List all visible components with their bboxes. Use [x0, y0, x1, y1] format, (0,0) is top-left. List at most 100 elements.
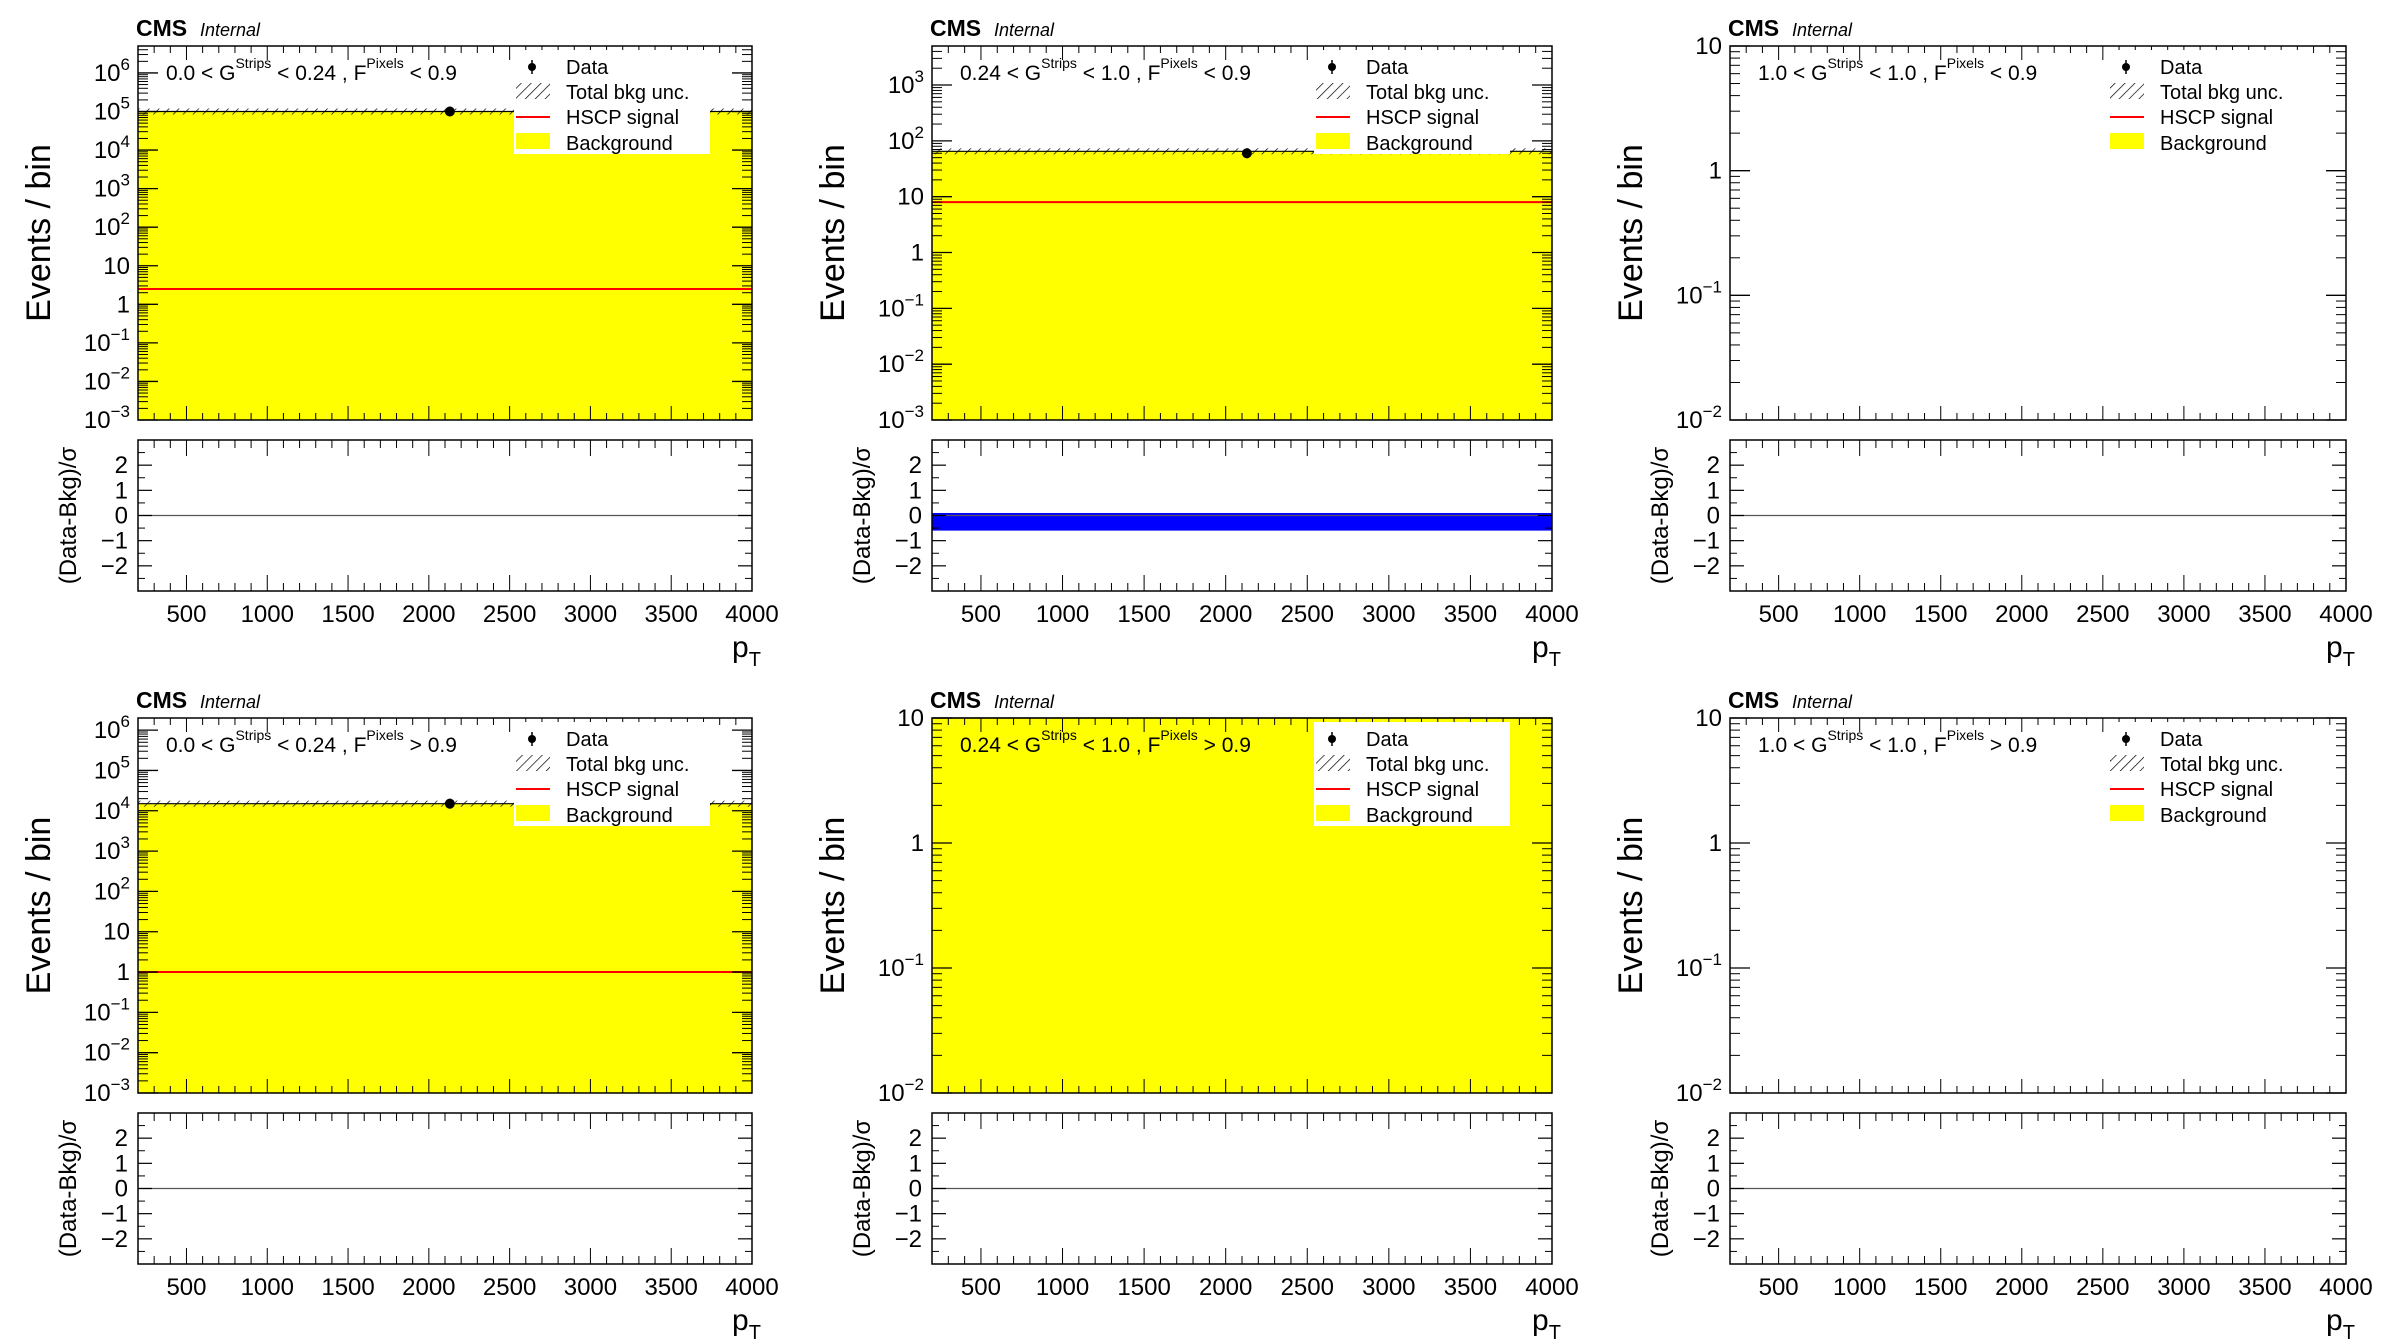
x-tick-label: 1000: [241, 1274, 294, 1301]
ratio-y-tick-label: 2: [115, 1125, 128, 1152]
x-tick-label: 1500: [321, 601, 374, 628]
region-label: 0.0 < GStrips < 0.24 , FPixels < 0.9: [166, 55, 457, 85]
y-tick-label: 10−3: [84, 1075, 130, 1107]
legend-unc-swatch: [2110, 83, 2144, 99]
y-tick-label: 10−2: [84, 1035, 130, 1067]
ratio-y-tick-label: 0: [909, 503, 922, 530]
y-tick-label: 104: [94, 132, 130, 164]
legend-unc-label: Total bkg unc.: [566, 754, 689, 776]
y-axis-label: Events / bin: [1612, 817, 1650, 995]
x-tick-label: 4000: [2319, 601, 2372, 628]
y-tick-label: 103: [94, 171, 130, 203]
x-tick-label: 3000: [2157, 601, 2210, 628]
x-tick-label: 500: [1759, 1274, 1799, 1301]
legend-unc-label: Total bkg unc.: [1366, 82, 1489, 104]
x-tick-label: 3000: [1362, 1274, 1415, 1301]
data-point: [444, 798, 455, 809]
ratio-y-tick-label: 1: [1707, 1150, 1720, 1177]
legend-bkg-label: Background: [1366, 133, 1473, 155]
ratio-y-tick-label: 2: [1707, 1125, 1720, 1152]
y-axis-label: Events / bin: [1612, 144, 1650, 322]
x-tick-label: 2000: [402, 601, 455, 628]
x-tick-label: 3500: [645, 601, 698, 628]
legend-signal-label: HSCP signal: [566, 107, 679, 129]
legend-bkg-swatch: [2110, 805, 2144, 821]
y-tick-label: 10−1: [84, 325, 130, 357]
y-tick-label: 10: [103, 919, 130, 946]
ratio-y-tick-label: 1: [115, 477, 128, 504]
x-tick-label: 4000: [725, 601, 778, 628]
x-tick-label: 3500: [1444, 601, 1497, 628]
background-bar: [138, 803, 752, 1093]
y-tick-label: 10−3: [84, 402, 130, 434]
ratio-y-tick-label: −1: [1693, 528, 1720, 555]
legend-unc-label: Total bkg unc.: [566, 82, 689, 104]
y-tick-label: 10−2: [1676, 402, 1722, 434]
y-tick-label: 105: [94, 94, 130, 126]
region-label: 1.0 < GStrips < 1.0 , FPixels < 0.9: [1758, 55, 2037, 85]
x-tick-label: 3500: [2238, 1274, 2291, 1301]
x-tick-label: 1500: [1117, 1274, 1170, 1301]
cms-internal-label: Internal: [200, 20, 261, 40]
y-tick-label: 1: [1709, 830, 1722, 857]
x-tick-label: 2500: [2076, 601, 2129, 628]
x-tick-label: 2000: [1995, 1274, 2048, 1301]
ratio-y-tick-label: 0: [909, 1176, 922, 1203]
legend-unc-label: Total bkg unc.: [2160, 82, 2283, 104]
x-tick-label: 3000: [2157, 1274, 2210, 1301]
cms-label: CMS: [136, 15, 187, 41]
y-tick-label: 10−1: [878, 290, 924, 322]
legend-unc-swatch: [1316, 83, 1350, 99]
legend-data-label: Data: [2160, 57, 2203, 79]
ratio-y-tick-label: 0: [1707, 1176, 1720, 1203]
y-tick-label: 106: [94, 55, 130, 87]
legend-signal-label: HSCP signal: [566, 779, 679, 801]
cms-label: CMS: [930, 687, 981, 713]
y-tick-label: 1: [117, 959, 130, 986]
data-point: [444, 106, 455, 117]
ratio-y-axis-label: (Data-Bkg)/σ: [849, 1120, 876, 1258]
ratio-y-tick-label: 2: [1707, 452, 1720, 479]
ratio-y-axis-label: (Data-Bkg)/σ: [849, 447, 876, 585]
x-tick-label: 2500: [483, 601, 536, 628]
y-tick-label: 1: [117, 291, 130, 318]
y-tick-label: 10−1: [1676, 950, 1722, 982]
ratio-y-tick-label: −2: [895, 1226, 922, 1253]
y-tick-label: 106: [94, 712, 130, 744]
ratio-y-tick-label: 2: [909, 452, 922, 479]
x-axis-label: pT: [732, 1304, 761, 1344]
y-tick-label: 10−3: [878, 402, 924, 434]
legend-bkg-label: Background: [566, 133, 673, 155]
ratio-y-tick-label: −2: [1693, 553, 1720, 580]
cms-label: CMS: [1728, 687, 1779, 713]
ratio-y-axis-label: (Data-Bkg)/σ: [55, 1120, 82, 1258]
cms-internal-label: Internal: [994, 20, 1055, 40]
x-axis-label: pT: [732, 631, 761, 671]
ratio-y-axis-label: (Data-Bkg)/σ: [1647, 447, 1674, 585]
y-tick-label: 1: [911, 830, 924, 857]
x-tick-label: 1500: [1117, 601, 1170, 628]
x-tick-label: 3000: [564, 1274, 617, 1301]
ratio-y-tick-label: 0: [1707, 503, 1720, 530]
cms-internal-label: Internal: [1792, 692, 1853, 712]
legend-bkg-label: Background: [2160, 133, 2267, 155]
y-tick-label: 10: [1695, 705, 1722, 732]
background-bar: [138, 111, 752, 420]
x-axis-label: pT: [2326, 1304, 2355, 1344]
ratio-y-tick-label: 2: [115, 452, 128, 479]
cms-label: CMS: [136, 687, 187, 713]
legend-data-label: Data: [1366, 57, 1409, 79]
x-tick-label: 4000: [1525, 601, 1578, 628]
x-tick-label: 2500: [1281, 601, 1334, 628]
y-tick-label: 10−1: [878, 950, 924, 982]
legend-bkg-swatch: [2110, 133, 2144, 149]
x-tick-label: 3500: [645, 1274, 698, 1301]
legend-bkg-swatch: [516, 133, 550, 149]
legend-data-label: Data: [1366, 729, 1409, 751]
y-axis-label: Events / bin: [20, 144, 58, 322]
legend-unc-label: Total bkg unc.: [1366, 754, 1489, 776]
y-tick-label: 10: [1695, 33, 1722, 60]
